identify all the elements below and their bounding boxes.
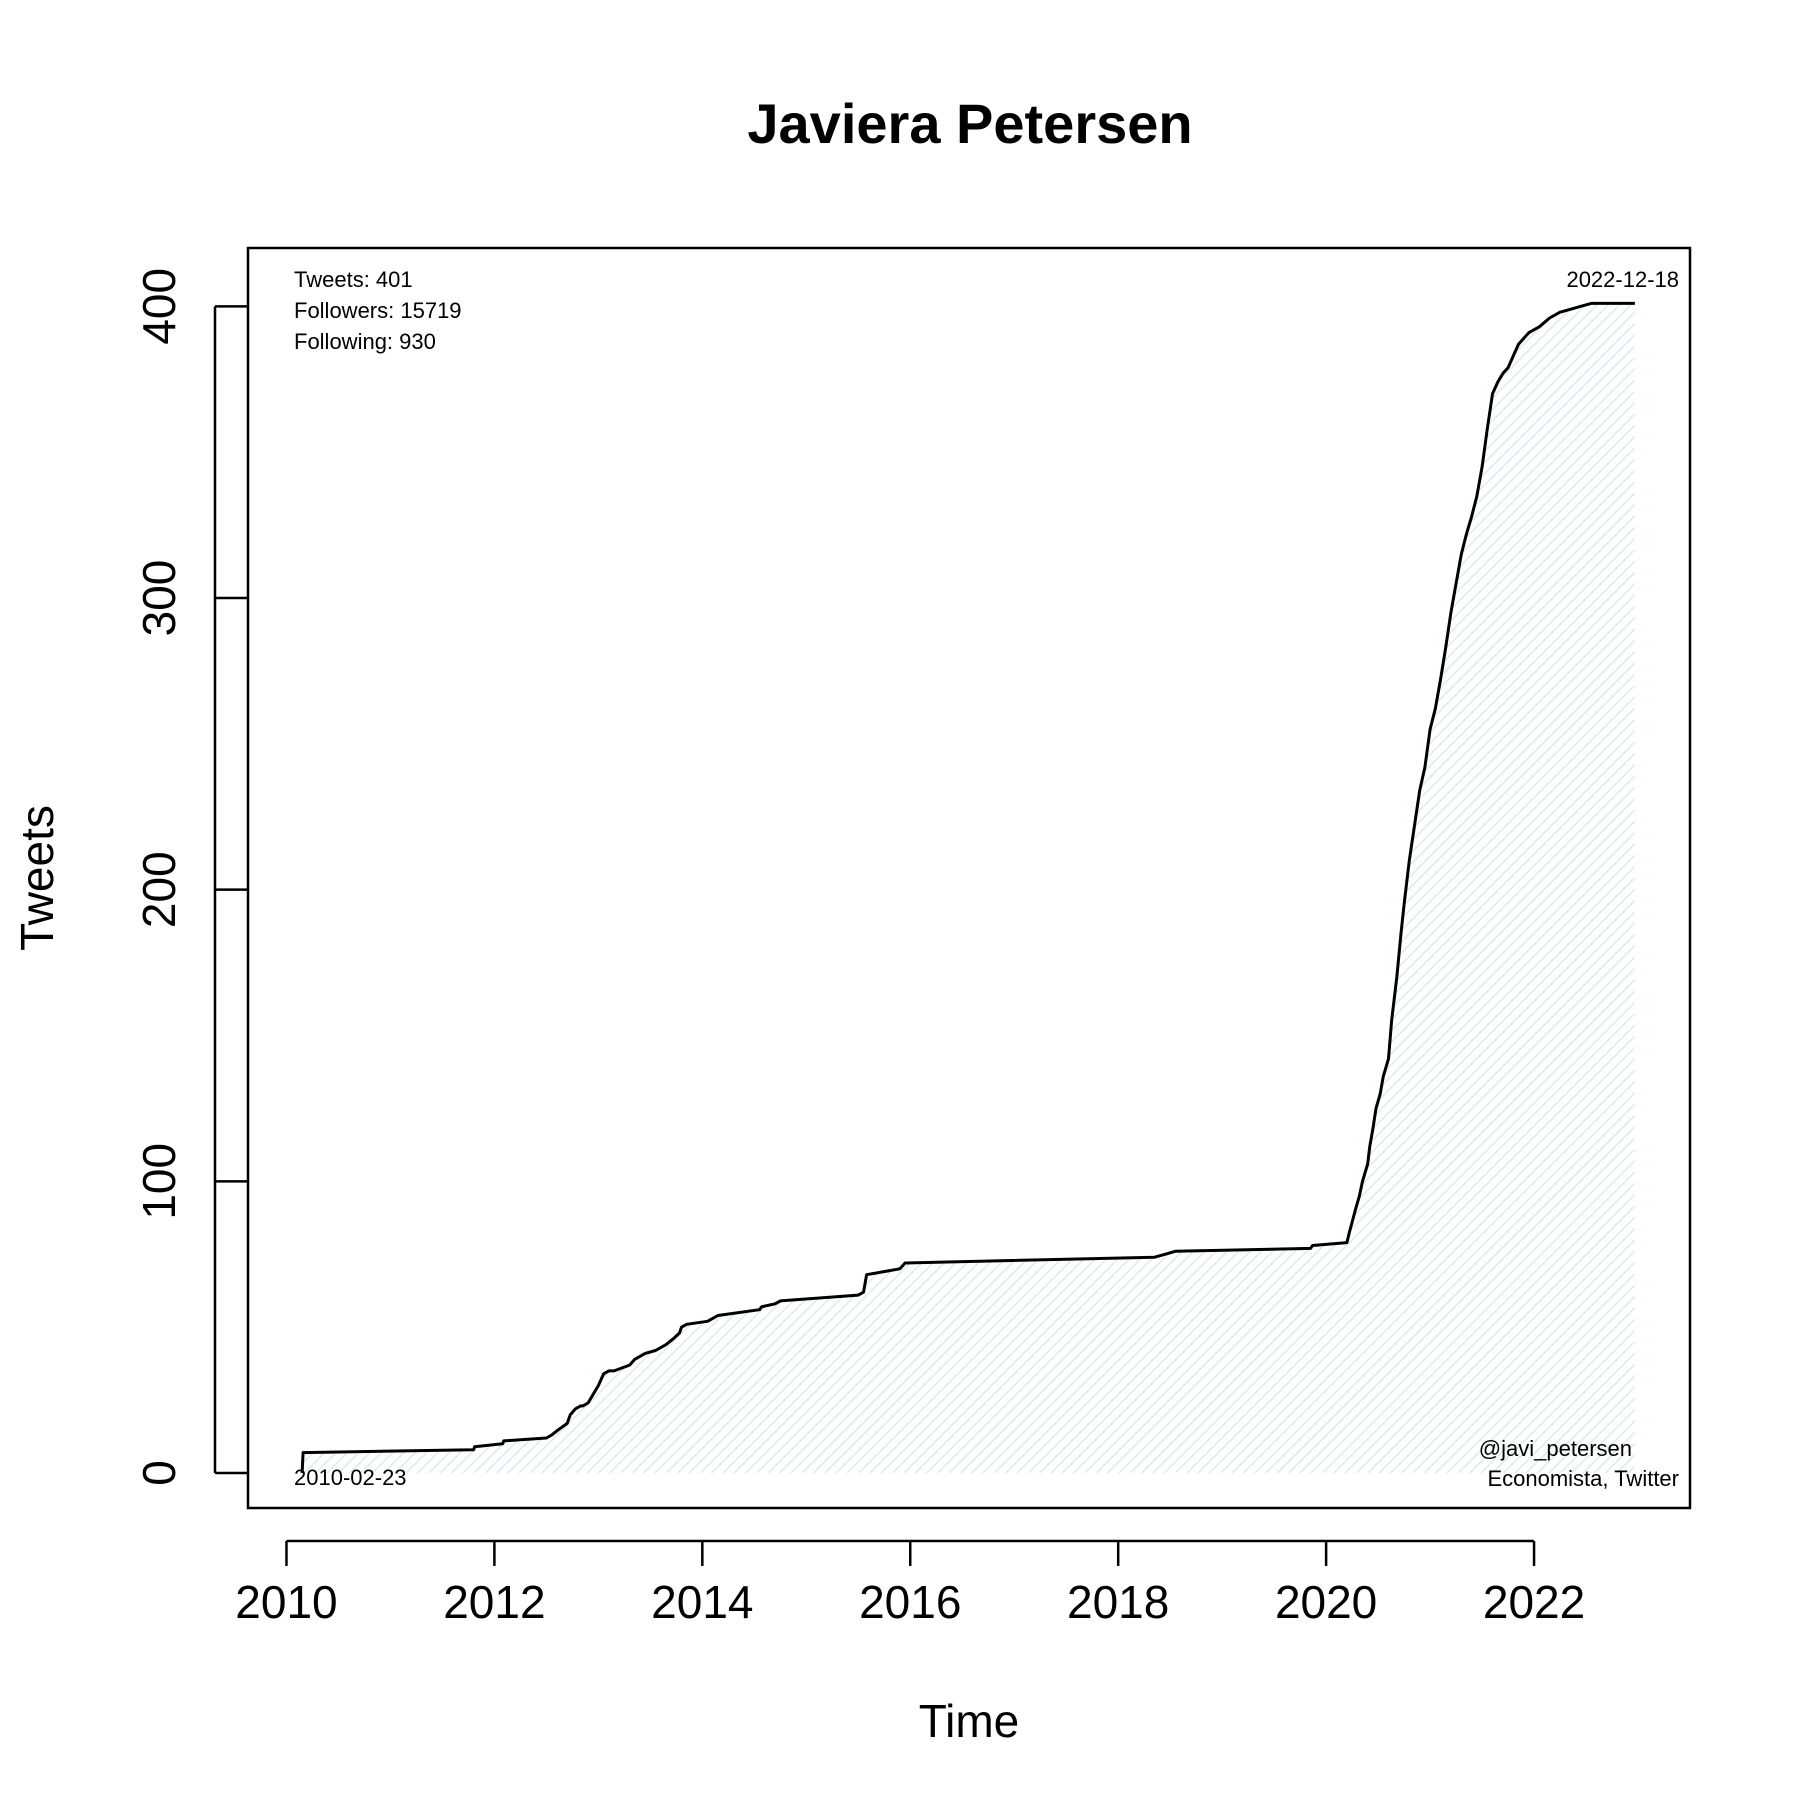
y-tick-label: 0 [133,1460,185,1486]
y-tick-label: 300 [133,560,185,637]
y-axis-label: Tweets [11,805,63,951]
series-line [300,301,1636,1474]
y-tick-label: 200 [133,851,185,928]
end-date-label: 2022-12-18 [1566,267,1679,292]
chart-title: Javiera Petersen [747,92,1192,155]
y-tick-label: 400 [133,268,185,345]
x-tick-label: 2020 [1275,1576,1377,1628]
stat-followers: Followers: 15719 [294,298,462,323]
stat-tweets: Tweets: 401 [294,267,413,292]
x-axis-label: Time [919,1695,1020,1747]
plot-area [246,246,1692,1510]
x-axis: 2010 2012 2014 2016 2018 2020 2022 [235,1539,1585,1628]
x-tick-label: 2014 [651,1576,753,1628]
x-tick-label: 2016 [859,1576,961,1628]
bio-label: Economista, Twitter [1487,1466,1679,1491]
x-tick-label: 2010 [235,1576,337,1628]
handle-label: @javi_petersen [1479,1436,1632,1461]
y-axis: 0 100 200 300 400 [133,268,248,1486]
area-fill [302,303,1635,1473]
x-tick-label: 2012 [443,1576,545,1628]
y-tick-label: 100 [133,1143,185,1220]
start-date-label: 2010-02-23 [294,1465,407,1490]
plot-border [246,246,1692,1510]
x-tick-label: 2022 [1483,1576,1585,1628]
stat-following: Following: 930 [294,329,436,354]
stats-annotation: Tweets: 401 Followers: 15719 Following: … [294,267,462,354]
x-tick-label: 2018 [1067,1576,1169,1628]
